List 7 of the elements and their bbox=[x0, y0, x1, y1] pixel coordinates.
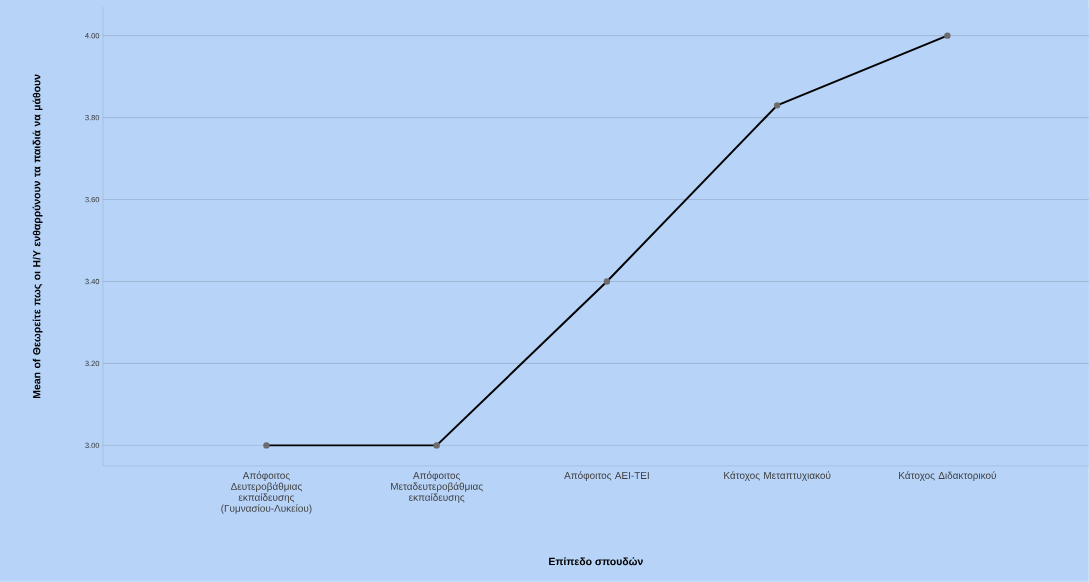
x-tick-label: Κάτοχος Διδακτορικού bbox=[899, 471, 996, 482]
x-tick-label: Κάτοχος Μεταπτυχιακού bbox=[724, 471, 831, 482]
y-axis-title: Mean of Θεωρείτε πως οι Η/Υ ενθαρρύνουν τα παιδιά να μάθουν bbox=[32, 74, 43, 399]
x-axis-title: Επίπεδο σπουδών bbox=[549, 557, 643, 566]
x-tick-label: Απόφοιτος ΑΕΙ-ΤΕΙ bbox=[564, 471, 649, 482]
x-tick-label: Απόφοιτος Μεταδευτεροβάθμιας εκπαίδευσης bbox=[391, 471, 483, 503]
x-tick-label: Απόφοιτος Δευτεροβάθμιας εκπαίδευσης (Γυμνασίου-Λυκείου) bbox=[221, 471, 312, 514]
